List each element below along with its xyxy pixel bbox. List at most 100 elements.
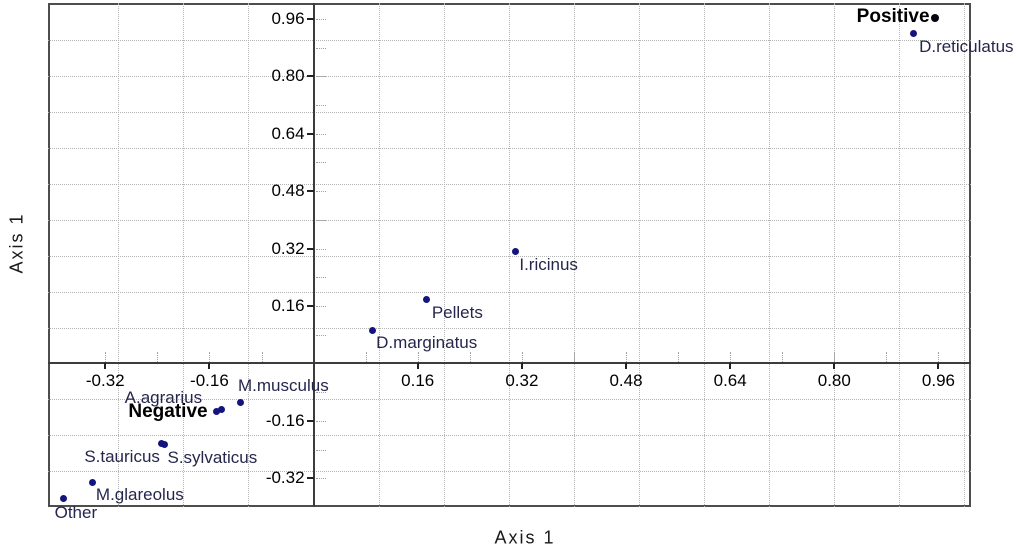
x-minor-tick — [105, 352, 107, 363]
gridline-vertical — [378, 3, 380, 507]
gridline-vertical — [834, 3, 836, 507]
x-axis-tick-label: 0.16 — [401, 371, 435, 391]
x-axis-tick-label: 0.48 — [609, 371, 643, 391]
y-minor-tick — [315, 18, 326, 20]
data-point-negative — [213, 408, 221, 415]
y-axis-tick-label: 0.32 — [271, 238, 305, 258]
y-minor-tick — [315, 305, 326, 307]
gridline-horizontal — [48, 148, 971, 150]
data-point-positive — [930, 14, 939, 23]
x-minor-tick — [157, 352, 159, 363]
y-minor-tick — [315, 277, 326, 279]
point-label-s-tauricus: S.tauricus — [84, 447, 160, 467]
y-axis-tick-label: -0.16 — [265, 410, 305, 430]
gridline-horizontal — [48, 471, 971, 473]
gridline-horizontal — [48, 291, 971, 293]
y-minor-tick — [315, 76, 326, 78]
data-point-m-musculus — [236, 399, 244, 407]
point-label-other: Other — [54, 503, 98, 523]
gridline-vertical — [704, 3, 706, 507]
y-axis-tick-label: 0.80 — [271, 66, 305, 86]
y-axis-tick — [306, 75, 314, 78]
data-point-d-reticulatus — [909, 30, 917, 38]
y-axis-tick-label: 0.16 — [271, 295, 305, 315]
y-axis-tick — [306, 132, 314, 135]
gridline-vertical — [769, 3, 771, 507]
point-label-d-marginatus: D.marginatus — [376, 333, 478, 353]
y-minor-tick — [315, 191, 326, 193]
gridline-vertical — [639, 3, 641, 507]
point-label-s-sylvaticus: S.sylvaticus — [167, 447, 258, 467]
point-label-d-reticulatus: D.reticulatus — [919, 36, 1014, 56]
point-label-a-agrarius: A.agrarius — [124, 388, 203, 408]
y-minor-tick — [315, 420, 326, 422]
point-label-positive: Positive — [856, 6, 930, 28]
y-minor-tick — [315, 47, 326, 49]
y-axis-tick-label: 0.64 — [271, 123, 305, 143]
x-axis-tick — [937, 363, 940, 370]
y-minor-tick — [315, 219, 326, 221]
x-axis-tick-label: 0.96 — [921, 371, 955, 391]
gridline-horizontal — [48, 183, 971, 185]
x-minor-tick — [834, 352, 836, 363]
x-axis-tick — [625, 363, 627, 370]
x-axis-tick — [833, 363, 836, 370]
data-point-pellets — [423, 296, 431, 303]
y-axis-zero-line — [312, 3, 315, 507]
gridline-horizontal — [48, 327, 971, 329]
gridline-horizontal — [48, 76, 971, 78]
gridline-horizontal — [48, 435, 971, 437]
x-minor-tick — [261, 352, 263, 363]
x-axis-title: Axis 1 — [494, 527, 556, 548]
gridline-vertical — [899, 3, 901, 507]
y-axis-tick-label: 0.48 — [271, 181, 305, 201]
y-minor-tick — [315, 104, 326, 106]
x-minor-tick — [521, 352, 523, 363]
gridline-vertical — [964, 3, 966, 507]
x-axis-tick — [729, 363, 732, 370]
x-axis-tick — [208, 363, 211, 370]
data-point-other — [60, 494, 68, 502]
x-axis-tick-label: 0.32 — [505, 371, 539, 391]
x-axis-tick-label: -0.16 — [190, 371, 229, 391]
y-axis-tick — [306, 477, 314, 480]
data-point-m-glareolus — [89, 478, 97, 486]
point-label-m-glareolus: M.glareolus — [95, 485, 184, 505]
y-axis-tick-label: -0.32 — [265, 468, 305, 488]
y-minor-tick — [315, 478, 326, 480]
gridline-vertical — [443, 3, 445, 507]
x-axis-tick-label: 0.80 — [817, 371, 851, 391]
x-axis-tick — [520, 363, 523, 370]
y-axis-tick — [306, 304, 314, 307]
y-minor-tick — [315, 162, 326, 164]
x-minor-tick — [678, 352, 680, 363]
x-minor-tick — [209, 352, 211, 363]
data-point-a-agrarius — [217, 405, 225, 413]
gridline-horizontal — [48, 399, 971, 401]
y-axis-title: Axis 1 — [6, 212, 27, 274]
y-axis-tick — [306, 247, 314, 250]
x-minor-tick — [626, 352, 627, 363]
x-axis-tick-label: -0.32 — [85, 371, 125, 391]
data-point-s-sylvaticus — [161, 441, 168, 449]
x-minor-tick — [886, 352, 888, 363]
gridline-vertical — [118, 3, 120, 507]
y-axis-tick — [306, 190, 314, 193]
point-label-pellets: Pellets — [431, 302, 483, 322]
data-point-d-marginatus — [368, 326, 376, 334]
x-axis-tick — [416, 363, 419, 370]
x-axis-tick-label: 0.64 — [713, 371, 747, 391]
gridline-vertical — [573, 3, 575, 507]
x-minor-tick — [365, 352, 367, 363]
y-minor-tick — [315, 392, 326, 394]
y-minor-tick — [315, 449, 326, 451]
x-minor-tick — [573, 352, 575, 363]
gridline-vertical — [508, 3, 510, 507]
y-minor-tick — [315, 334, 326, 336]
y-minor-tick — [315, 133, 326, 135]
y-axis-tick-label: 0.96 — [271, 8, 305, 28]
gridline-vertical — [183, 3, 185, 507]
gridline-horizontal — [48, 219, 971, 221]
point-label-negative: Negative — [128, 400, 208, 422]
